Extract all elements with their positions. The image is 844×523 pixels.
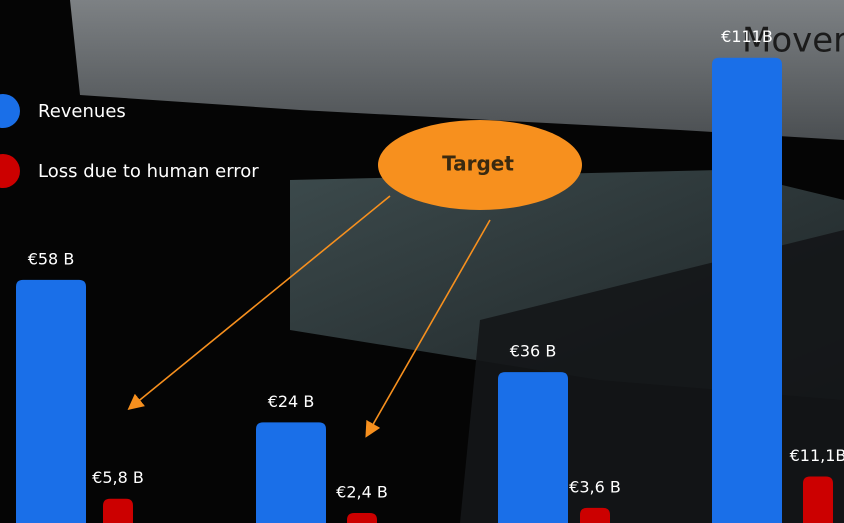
bar xyxy=(712,58,782,523)
legend-label: Revenues xyxy=(38,101,126,122)
bar xyxy=(103,499,133,523)
bar xyxy=(580,508,610,523)
value-label: €5,8 B xyxy=(92,468,144,487)
bar xyxy=(498,372,568,523)
annotation-text: Target xyxy=(442,152,514,176)
value-label: €3,6 B xyxy=(569,477,621,496)
value-label: €2,4 B xyxy=(336,482,388,501)
value-label: €36 B xyxy=(510,342,557,361)
legend-label: Loss due to human error xyxy=(38,161,259,182)
value-label: €11,1B xyxy=(790,446,844,465)
bar xyxy=(803,476,833,523)
value-label: €111B xyxy=(721,27,773,46)
value-label: €24 B xyxy=(268,392,315,411)
bar xyxy=(347,513,377,523)
bar xyxy=(16,280,86,523)
chart: Mover €58 B€24 B€36 B€111B€5,8 B€2,4 B€3… xyxy=(0,0,844,523)
bar xyxy=(256,422,326,523)
value-label: €58 B xyxy=(28,249,75,268)
